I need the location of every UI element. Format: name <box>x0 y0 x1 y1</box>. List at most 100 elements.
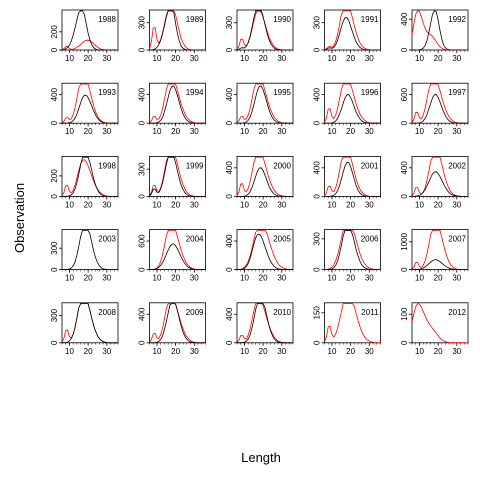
x-tick-label: 30 <box>452 127 461 136</box>
x-tick-label: 10 <box>415 127 424 136</box>
panel-1995: 10 20 30 0 400 1995 <box>225 82 294 136</box>
y-tick-label: 0 <box>138 340 147 345</box>
black-series-line <box>62 156 118 197</box>
panel-frame <box>61 9 119 51</box>
x-tick-label: 20 <box>84 274 93 283</box>
x-tick-label: 20 <box>84 127 93 136</box>
panel-year-label: 2001 <box>361 161 379 170</box>
x-tick-label: 20 <box>434 127 443 136</box>
panel-year-label: 1998 <box>98 161 116 170</box>
x-tick-label: 10 <box>240 54 249 63</box>
y-tick-label: 300 <box>138 16 147 30</box>
panel-1993: 10 20 30 0 400 1993 <box>50 82 119 136</box>
x-tick-label: 20 <box>84 54 93 63</box>
panel-frame <box>236 229 294 271</box>
y-axis-label: Observation <box>12 183 27 253</box>
y-tick-label: 400 <box>225 87 234 101</box>
black-series-line <box>324 17 381 51</box>
y-tick-label: 0 <box>225 267 234 272</box>
y-tick-label: 400 <box>50 87 59 101</box>
x-tick-label: 10 <box>65 127 74 136</box>
black-series-line <box>236 233 293 271</box>
panel-year-label: 2006 <box>361 235 379 244</box>
x-tick-label: 20 <box>346 127 355 136</box>
panel-frame <box>61 155 119 197</box>
panel-year-label: 2004 <box>186 235 204 244</box>
panel-2005: 10 20 30 0 400 2005 <box>225 229 294 283</box>
red-series-line <box>411 303 468 344</box>
y-tick-label: 100 <box>400 307 409 321</box>
panel-frame <box>411 82 469 124</box>
black-series-line <box>149 303 206 344</box>
x-tick-label: 10 <box>415 54 424 63</box>
y-tick-label: 1000 <box>400 232 409 250</box>
x-tick-label: 30 <box>190 127 199 136</box>
black-series-line <box>324 229 381 271</box>
black-series-line <box>412 10 468 51</box>
panel-1988: 10 20 30 0 200 1988 <box>50 9 119 63</box>
y-tick-label: 0 <box>225 47 234 52</box>
x-tick-label: 10 <box>328 274 337 283</box>
panel-year-label: 1999 <box>186 161 204 170</box>
y-tick-label: 400 <box>313 87 322 101</box>
y-tick-label: 600 <box>138 234 147 248</box>
x-axis-label: Length <box>241 450 281 465</box>
x-tick-label: 30 <box>277 127 286 136</box>
y-tick-label: 0 <box>138 120 147 125</box>
y-tick-label: 0 <box>225 120 234 125</box>
x-tick-label: 30 <box>452 54 461 63</box>
x-tick-label: 10 <box>65 200 74 209</box>
x-tick-label: 30 <box>365 347 374 356</box>
panel-year-label: 1994 <box>186 88 204 97</box>
y-tick-label: 400 <box>400 12 409 26</box>
panel-year-label: 1993 <box>98 88 116 97</box>
x-tick-label: 30 <box>452 200 461 209</box>
y-tick-label: 0 <box>313 47 322 52</box>
y-tick-label: 0 <box>50 267 59 272</box>
panel-1994: 10 20 30 0 400 1994 <box>138 82 206 136</box>
x-tick-label: 20 <box>434 347 443 356</box>
y-tick-label: 400 <box>138 87 147 101</box>
y-tick-label: 400 <box>225 161 234 175</box>
x-tick-label: 20 <box>171 200 180 209</box>
black-series-line <box>236 10 293 51</box>
x-tick-label: 20 <box>259 274 268 283</box>
y-tick-label: 300 <box>313 16 322 30</box>
panel-year-label: 2002 <box>448 161 466 170</box>
x-tick-label: 30 <box>277 274 286 283</box>
x-tick-label: 20 <box>346 54 355 63</box>
black-series-line <box>61 303 118 344</box>
panel-frame <box>236 9 294 51</box>
x-tick-label: 10 <box>65 274 74 283</box>
panel-year-label: 2003 <box>98 235 116 244</box>
x-tick-label: 10 <box>65 347 74 356</box>
y-tick-label: 400 <box>225 307 234 321</box>
x-tick-label: 20 <box>434 200 443 209</box>
y-tick-label: 0 <box>50 120 59 125</box>
y-tick-label: 400 <box>225 234 234 248</box>
y-tick-label: 300 <box>138 162 147 176</box>
y-tick-label: 0 <box>50 194 59 199</box>
panel-2001: 10 20 30 0 400 2001 <box>313 155 381 209</box>
x-tick-label: 20 <box>171 347 180 356</box>
x-tick-label: 30 <box>365 274 374 283</box>
x-tick-label: 30 <box>102 54 111 63</box>
panel-frame <box>149 82 206 124</box>
x-tick-label: 20 <box>84 347 93 356</box>
panel-2010: 10 20 30 0 400 2010 <box>225 302 294 356</box>
x-tick-label: 30 <box>277 347 286 356</box>
x-tick-label: 20 <box>171 127 180 136</box>
black-series-line <box>237 167 293 197</box>
panel-frame <box>411 155 469 197</box>
x-tick-label: 10 <box>153 54 162 63</box>
x-tick-label: 30 <box>277 200 286 209</box>
x-tick-label: 30 <box>190 54 199 63</box>
panel-frame <box>324 302 381 344</box>
x-tick-label: 20 <box>259 54 268 63</box>
